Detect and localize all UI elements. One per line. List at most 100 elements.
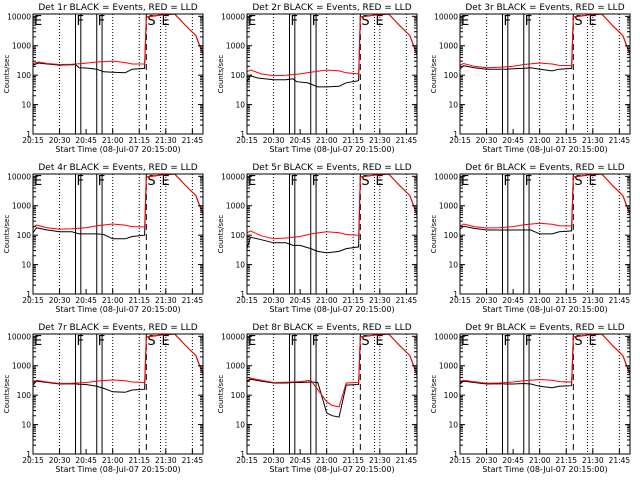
x-tick-label: 21:30 — [582, 456, 604, 465]
y-axis-title: Counts/sec — [3, 215, 11, 254]
plot-frame — [246, 333, 418, 455]
x-axis-title: Start Time (08-Jul-07 20:15:00) — [269, 145, 394, 154]
panel-title: Det 2r BLACK = Events, RED = LLD — [252, 3, 411, 13]
y-tick-label: 100 — [444, 231, 459, 240]
marker-label: E — [589, 14, 597, 29]
y-tick-label: 10000 — [7, 12, 31, 21]
marker-label: S — [361, 334, 369, 349]
x-tick-label: 20:15 — [236, 456, 258, 465]
y-tick-label: 100 — [231, 391, 246, 400]
x-tick-label: 20:15 — [449, 456, 471, 465]
marker-label: E — [162, 14, 170, 29]
x-tick-label: 21:30 — [155, 456, 177, 465]
series-lld-line — [246, 173, 418, 240]
plot-frame — [246, 13, 418, 135]
y-tick-label: 1 — [26, 130, 31, 139]
panel-title: Det 3r BLACK = Events, RED = LLD — [465, 3, 624, 13]
y-tick-label: 1 — [26, 450, 31, 459]
x-tick-label: 20:45 — [502, 456, 524, 465]
y-tick-label: 1 — [240, 290, 245, 299]
x-tick-label: 21:30 — [369, 456, 391, 465]
series-events-line — [459, 173, 631, 235]
plot-frame — [32, 173, 204, 295]
x-tick-label: 21:30 — [582, 136, 604, 145]
y-axis-title: Counts/sec — [217, 375, 225, 414]
y-tick-label: 1000 — [439, 42, 458, 51]
x-tick-label: 20:30 — [263, 136, 285, 145]
x-tick-label: 21:15 — [555, 136, 577, 145]
y-tick-label: 1 — [453, 290, 458, 299]
marker-label: E — [162, 334, 170, 349]
y-tick-label: 10 — [235, 421, 245, 430]
marker-label: F — [504, 334, 511, 349]
y-tick-label: 1000 — [226, 42, 245, 51]
x-tick-label: 21:00 — [316, 456, 338, 465]
y-tick-label: 10000 — [434, 172, 458, 181]
y-tick-label: 10000 — [221, 332, 245, 341]
y-tick-label: 10 — [235, 261, 245, 270]
x-tick-label: 21:15 — [342, 136, 364, 145]
x-tick-label: 21:45 — [609, 136, 631, 145]
x-tick-label: 20:30 — [49, 456, 71, 465]
marker-label: E — [589, 174, 597, 189]
y-axis-title: Counts/sec — [430, 375, 438, 414]
x-tick-label: 20:30 — [263, 456, 285, 465]
panel-title: Det 5r BLACK = Events, RED = LLD — [252, 163, 411, 173]
series-lld-line — [246, 333, 418, 408]
series-lld-line — [32, 13, 204, 66]
x-tick-label: 20:30 — [263, 296, 285, 305]
x-tick-label: 21:15 — [128, 456, 150, 465]
y-tick-label: 10 — [235, 101, 245, 110]
x-tick-label: 21:15 — [128, 136, 150, 145]
x-axis-title: Start Time (08-Jul-07 20:15:00) — [55, 465, 180, 474]
x-tick-label: 21:00 — [529, 136, 551, 145]
x-tick-label: 21:15 — [342, 456, 364, 465]
series-lld-line — [32, 333, 204, 385]
x-tick-label: 21:45 — [609, 296, 631, 305]
x-axis-title: Start Time (08-Jul-07 20:15:00) — [482, 305, 607, 314]
marker-label: F — [525, 174, 532, 189]
x-tick-label: 20:30 — [476, 456, 498, 465]
x-tick-label: 21:15 — [555, 296, 577, 305]
x-tick-label: 20:15 — [449, 136, 471, 145]
marker-label: F — [525, 14, 532, 29]
marker-label: F — [77, 334, 84, 349]
y-axis-title: Counts/sec — [430, 215, 438, 254]
marker-label: S — [147, 14, 155, 29]
y-tick-label: 100 — [444, 71, 459, 80]
marker-label: F — [98, 174, 105, 189]
x-tick-label: 21:00 — [102, 296, 124, 305]
marker-label: F — [291, 14, 298, 29]
marker-label: F — [525, 334, 532, 349]
marker-label: E — [376, 174, 384, 189]
y-tick-label: 10 — [448, 261, 458, 270]
x-tick-label: 20:45 — [75, 456, 97, 465]
marker-label: F — [291, 174, 298, 189]
plot-frame — [459, 333, 631, 455]
y-tick-label: 10 — [21, 101, 31, 110]
y-tick-label: 1 — [240, 130, 245, 139]
series-lld-line — [246, 13, 418, 77]
marker-label: F — [98, 14, 105, 29]
x-tick-label: 21:30 — [582, 296, 604, 305]
x-tick-label: 20:15 — [236, 296, 258, 305]
marker-label: E — [461, 174, 469, 189]
x-tick-label: 20:45 — [75, 296, 97, 305]
x-tick-label: 20:30 — [476, 296, 498, 305]
series-lld-line — [459, 333, 631, 384]
y-tick-label: 100 — [17, 71, 32, 80]
y-tick-label: 10 — [21, 261, 31, 270]
marker-label: E — [162, 174, 170, 189]
marker-label: F — [77, 14, 84, 29]
series-lld-line — [459, 173, 631, 229]
marker-label: E — [34, 14, 42, 29]
x-tick-label: 21:00 — [316, 296, 338, 305]
series-lld-line — [459, 13, 631, 69]
marker-label: F — [312, 334, 319, 349]
